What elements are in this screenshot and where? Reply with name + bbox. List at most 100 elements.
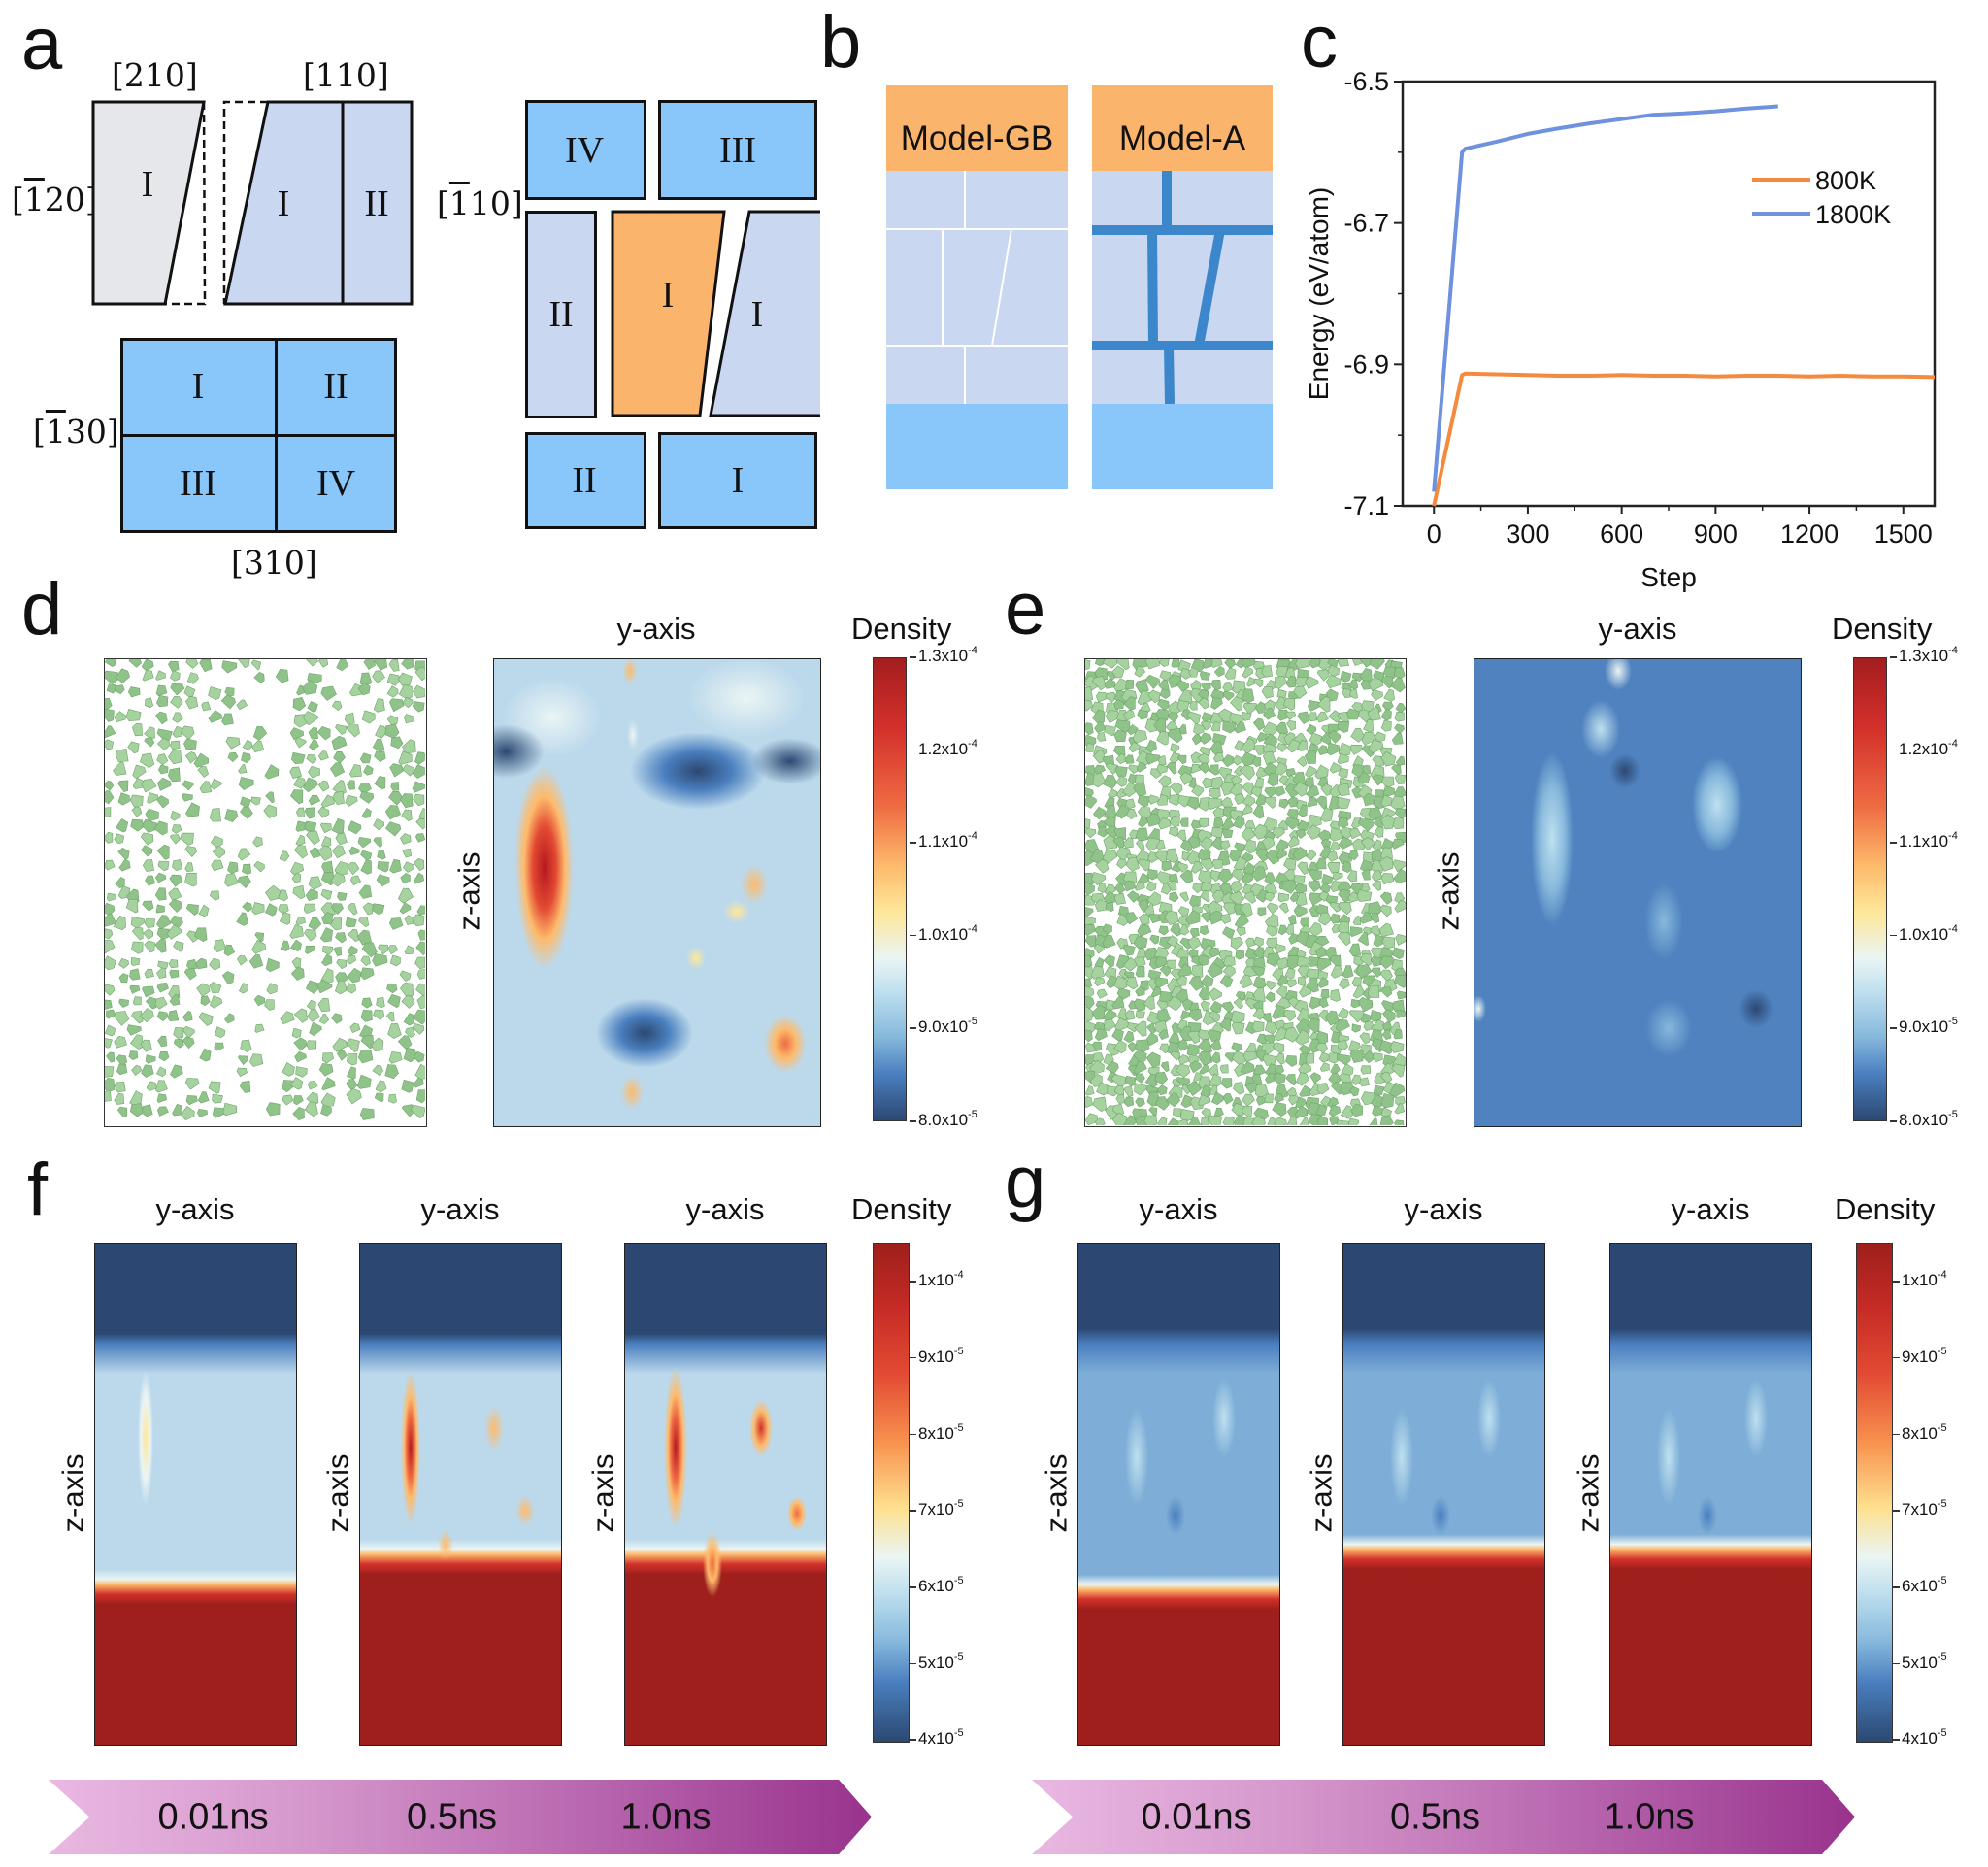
atom-cluster: [320, 685, 337, 701]
atom-cluster: [1273, 1072, 1286, 1084]
atom-cluster: [167, 767, 181, 783]
atom-cluster: [1338, 901, 1352, 916]
panel-label-d: d: [21, 568, 63, 650]
atom-cluster: [1380, 708, 1392, 721]
atom-cluster: [172, 712, 183, 723]
atom-cluster: [1222, 964, 1236, 978]
panel-label-g: g: [1005, 1141, 1046, 1223]
atom-cluster: [1115, 753, 1126, 764]
atom-cluster: [1286, 979, 1298, 988]
atom-cluster: [1285, 675, 1297, 688]
atom-cluster: [292, 1106, 305, 1121]
atom-cluster: [1360, 1091, 1375, 1106]
atom-cluster: [168, 898, 182, 914]
atom-cluster: [223, 944, 236, 957]
atom-cluster: [1316, 1083, 1330, 1095]
atom-cluster: [1264, 796, 1277, 809]
atom-cluster: [144, 736, 155, 748]
atom-cluster: [1276, 839, 1289, 852]
atom-cluster: [114, 1035, 127, 1049]
atom-cluster: [415, 941, 426, 956]
rest: 30]: [65, 413, 119, 450]
atom-cluster: [1135, 827, 1149, 842]
atom-cluster: [1314, 764, 1329, 780]
heatmap-title: y-axis: [1404, 1192, 1483, 1226]
atom-cluster: [317, 750, 329, 761]
tick-exponent: -5: [953, 1650, 964, 1663]
atom-cluster: [221, 660, 238, 674]
atom-cluster: [173, 941, 184, 952]
atom-cluster: [1254, 777, 1264, 788]
atom-cluster: [198, 1012, 214, 1026]
atom-cluster: [1381, 776, 1395, 788]
atom-cluster: [169, 969, 180, 979]
atom-cluster: [333, 751, 346, 764]
atom-cluster: [403, 861, 414, 873]
atom-cluster: [1198, 1094, 1211, 1107]
atom-cluster: [1187, 835, 1201, 850]
atom-cluster: [1340, 670, 1352, 683]
atom-cluster: [265, 791, 275, 804]
atom-cluster: [1277, 892, 1290, 903]
atom-cluster: [402, 848, 413, 858]
atom-cluster: [130, 956, 141, 966]
atom-cluster: [115, 818, 129, 833]
colorbar-title: Density: [851, 612, 952, 646]
atom-cluster: [157, 764, 169, 775]
atom-cluster: [141, 659, 154, 672]
atom-cluster: [348, 928, 360, 943]
atom-cluster: [1372, 774, 1384, 786]
atom-cluster: [1221, 1001, 1235, 1014]
atom-cluster: [1242, 1093, 1255, 1107]
atom-cluster: [131, 806, 143, 817]
atom-cluster: [1242, 804, 1253, 815]
tick-exponent: -5: [953, 1345, 964, 1357]
atom-cluster: [250, 659, 262, 671]
atom-cluster: [131, 722, 144, 737]
atom-cluster: [1378, 855, 1394, 872]
tick-exponent: -4: [968, 922, 977, 935]
tick-exponent: -4: [968, 645, 977, 656]
atom-cluster: [211, 859, 224, 872]
colorbar-tick-label: 8x10-5: [910, 1422, 964, 1444]
atom-cluster: [252, 836, 263, 848]
atom-cluster: [145, 1054, 156, 1064]
atom-cluster: [309, 1021, 322, 1037]
atom-cluster: [384, 804, 401, 820]
atom-cluster: [1090, 872, 1107, 886]
atom-cluster: [1309, 732, 1323, 747]
colorbar-tick-label: 1x10-4: [1893, 1269, 1947, 1290]
model-a-label: Model-A: [1118, 119, 1246, 157]
atom-cluster: [333, 946, 343, 956]
atom-cluster: [1396, 990, 1406, 1000]
atom-cluster: [415, 1089, 426, 1104]
model-gb-header: [886, 85, 1068, 171]
atom-cluster: [294, 845, 308, 859]
atom-cluster: [1229, 696, 1243, 712]
atom-cluster: [1274, 761, 1288, 776]
atom-cluster: [375, 725, 388, 739]
atom-cluster: [293, 1008, 308, 1023]
atom-cluster: [1209, 1051, 1221, 1064]
atom-cluster: [358, 884, 373, 899]
atom-cluster: [336, 1050, 348, 1061]
atom-cluster: [387, 1023, 402, 1039]
atom-cluster: [1104, 725, 1116, 737]
atom-cluster: [227, 861, 239, 874]
tick-exponent: -4: [1937, 1269, 1947, 1282]
atom-cluster: [1232, 680, 1246, 694]
atom-cluster: [306, 1040, 317, 1050]
atom-cluster: [1176, 680, 1189, 692]
atom-cluster: [1251, 1020, 1265, 1033]
atom-cluster: [239, 983, 249, 994]
atom-cluster: [1352, 915, 1361, 925]
atom-cluster: [105, 859, 116, 871]
tick-mantissa: 9.0x10: [1899, 1017, 1949, 1037]
atom-cluster: [290, 789, 304, 805]
atom-cluster: [1123, 695, 1136, 711]
atom-cluster: [1114, 765, 1128, 778]
atom-cluster: [139, 1008, 154, 1023]
atom-cluster: [346, 1079, 358, 1091]
series-line-1800K: [1432, 104, 1778, 492]
atom-cluster: [290, 966, 305, 981]
